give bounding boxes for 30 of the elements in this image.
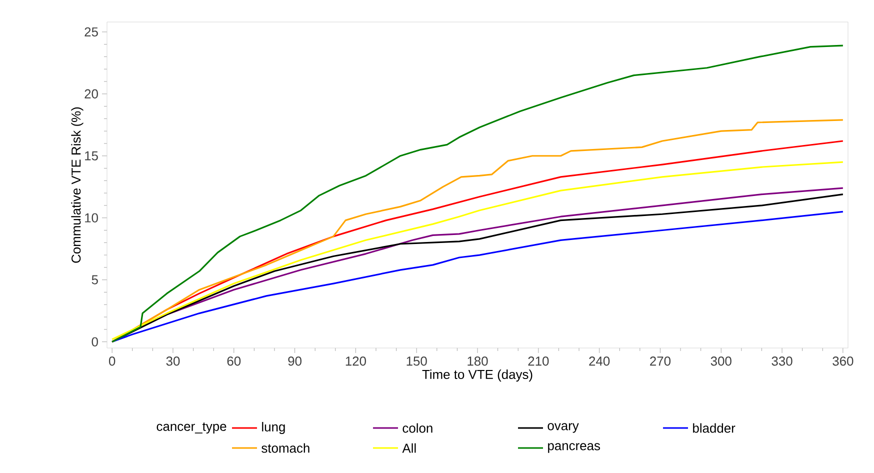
x-tick-label: 90 [288, 356, 302, 366]
y-tick-label: 10 [85, 213, 98, 222]
y-tick-label: 25 [84, 27, 98, 36]
x-tick-label: 270 [650, 356, 671, 366]
x-tick-label: 60 [227, 356, 241, 366]
legend-label: colon [402, 423, 432, 433]
x-tick-label: 330 [772, 356, 792, 366]
x-tick-label: 360 [832, 356, 854, 366]
legend-label: bladder [693, 423, 736, 433]
y-tick-label: 20 [84, 89, 98, 98]
x-tick-label: 0 [108, 356, 116, 366]
y-tick-label: 15 [85, 151, 98, 160]
legend-title: cancer_type [156, 422, 226, 434]
x-tick-label: 180 [468, 356, 488, 366]
y-tick-label: 5 [92, 275, 98, 284]
legend-label: ovary [548, 423, 579, 433]
legend-label: All [402, 443, 416, 453]
x-tick-label: 30 [166, 356, 180, 366]
x-tick-label: 120 [346, 356, 366, 366]
x-tick-label: 240 [589, 356, 610, 366]
x-tick-label: 300 [710, 356, 732, 366]
x-tick-label: 210 [528, 356, 549, 366]
y-tick-label: 0 [92, 337, 98, 346]
y-axis-title: Commulative VTE Risk (%) [71, 107, 84, 263]
legend-label: pancreas [548, 443, 600, 453]
line-series [111, 44, 844, 343]
x-tick-label: 150 [406, 356, 427, 366]
x-axis-title: Time to VTE (days) [422, 370, 532, 382]
legend-label: lung [262, 422, 285, 434]
legend-label: stomach [262, 443, 310, 453]
